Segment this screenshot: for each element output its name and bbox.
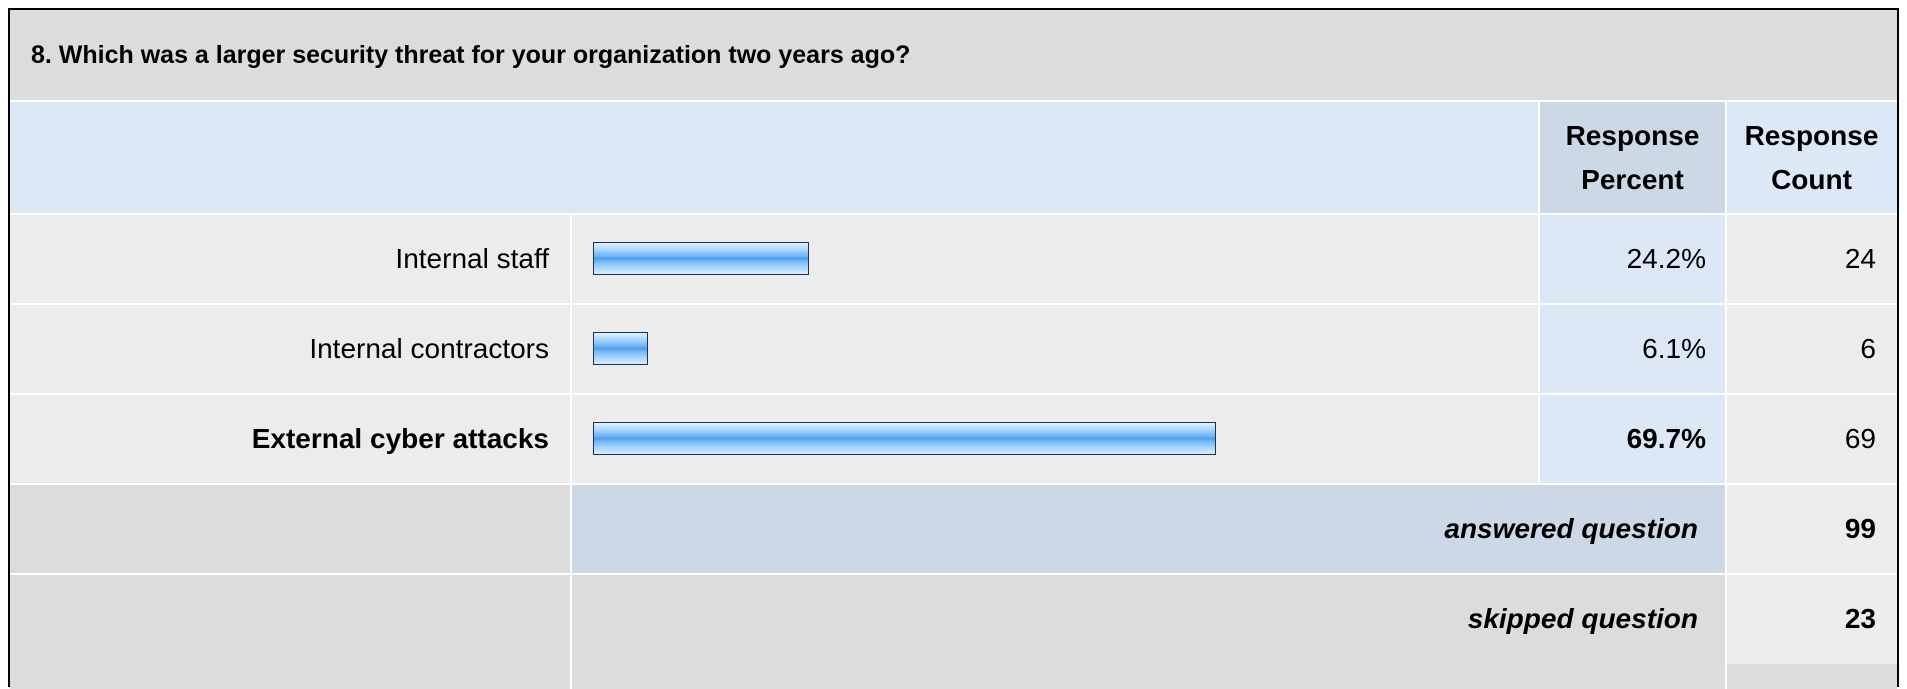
question-title-row: 8. Which was a larger security threat fo… (10, 10, 1897, 101)
skipped-question-value: 23 (1726, 574, 1897, 664)
grid-line (1725, 101, 1727, 689)
survey-question-panel: 8. Which was a larger security threat fo… (8, 8, 1899, 689)
grid-line (10, 573, 1897, 575)
chart-bar-internal-contractors (593, 332, 648, 365)
row-percent-internal-staff: 24.2% (1539, 214, 1726, 304)
answered-question-label: answered question (571, 484, 1726, 574)
row-label-internal-staff: Internal staff (10, 214, 571, 304)
header-response-percent: Response Percent (1539, 101, 1726, 214)
chart-bar-external-cyber-attacks (593, 422, 1216, 455)
grid-line (10, 303, 1897, 305)
grid-line (1538, 101, 1540, 484)
header-blank (10, 101, 1539, 214)
answered-question-value: 99 (1726, 484, 1897, 574)
header-response-count-label: Response Count (1744, 119, 1879, 195)
question-title: 8. Which was a larger security threat fo… (31, 41, 911, 69)
skipped-question-label: skipped question (571, 574, 1726, 664)
row-label-external-cyber-attacks: External cyber attacks (10, 394, 571, 484)
row-label-internal-contractors: Internal contractors (10, 304, 571, 394)
grid-line (10, 393, 1897, 395)
row-percent-internal-contractors: 6.1% (1539, 304, 1726, 394)
header-response-percent-label: Response Percent (1565, 119, 1700, 195)
chart-bar-internal-staff (593, 242, 809, 275)
grid-line (10, 213, 1897, 215)
row-count-external-cyber-attacks: 69 (1726, 394, 1897, 484)
table-bottom-fill (571, 664, 1897, 689)
row-count-internal-staff: 24 (1726, 214, 1897, 304)
row-percent-external-cyber-attacks: 69.7% (1539, 394, 1726, 484)
summary-blank (10, 574, 571, 689)
grid-line (570, 213, 572, 689)
grid-line (10, 100, 1897, 102)
grid-line (10, 483, 1897, 485)
row-bar-cell (571, 394, 1539, 484)
row-bar-cell (571, 304, 1539, 394)
row-bar-cell (571, 214, 1539, 304)
header-response-count: Response Count (1726, 101, 1897, 214)
summary-blank (10, 484, 571, 574)
row-count-internal-contractors: 6 (1726, 304, 1897, 394)
